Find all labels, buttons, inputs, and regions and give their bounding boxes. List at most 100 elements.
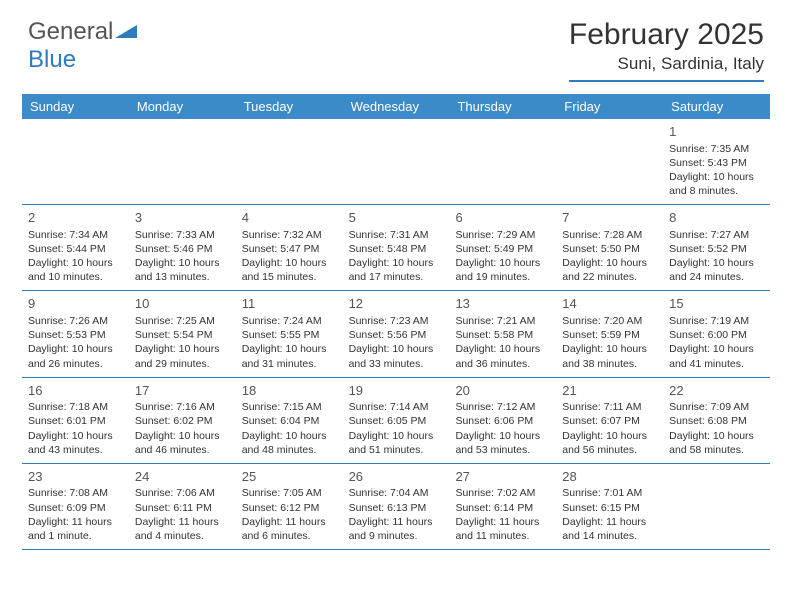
- daylight-text: Daylight: 11 hours and 14 minutes.: [562, 515, 657, 543]
- calendar-day: 24Sunrise: 7:06 AMSunset: 6:11 PMDayligh…: [129, 464, 236, 549]
- day-number: 23: [28, 468, 123, 486]
- sunset-text: Sunset: 6:13 PM: [349, 501, 444, 515]
- sunrise-text: Sunrise: 7:15 AM: [242, 400, 337, 414]
- daylight-text: Daylight: 10 hours and 43 minutes.: [28, 429, 123, 457]
- daylight-text: Daylight: 10 hours and 26 minutes.: [28, 342, 123, 370]
- sunset-text: Sunset: 5:46 PM: [135, 242, 230, 256]
- daylight-text: Daylight: 10 hours and 41 minutes.: [669, 342, 764, 370]
- sunrise-text: Sunrise: 7:35 AM: [669, 142, 764, 156]
- sunset-text: Sunset: 5:55 PM: [242, 328, 337, 342]
- day-number: 11: [242, 295, 337, 313]
- calendar: Sunday Monday Tuesday Wednesday Thursday…: [22, 94, 770, 550]
- calendar-day: 2Sunrise: 7:34 AMSunset: 5:44 PMDaylight…: [22, 205, 129, 290]
- sunset-text: Sunset: 5:52 PM: [669, 242, 764, 256]
- sunrise-text: Sunrise: 7:02 AM: [455, 486, 550, 500]
- sunset-text: Sunset: 5:53 PM: [28, 328, 123, 342]
- sunrise-text: Sunrise: 7:01 AM: [562, 486, 657, 500]
- sunrise-text: Sunrise: 7:11 AM: [562, 400, 657, 414]
- daylight-text: Daylight: 10 hours and 33 minutes.: [349, 342, 444, 370]
- day-header-monday: Monday: [129, 94, 236, 119]
- day-header-friday: Friday: [556, 94, 663, 119]
- daylight-text: Daylight: 10 hours and 31 minutes.: [242, 342, 337, 370]
- sunrise-text: Sunrise: 7:18 AM: [28, 400, 123, 414]
- header: General February 2025 Suni, Sardinia, It…: [0, 0, 792, 86]
- day-number: 22: [669, 382, 764, 400]
- calendar-day: 3Sunrise: 7:33 AMSunset: 5:46 PMDaylight…: [129, 205, 236, 290]
- daylight-text: Daylight: 10 hours and 51 minutes.: [349, 429, 444, 457]
- calendar-day: 16Sunrise: 7:18 AMSunset: 6:01 PMDayligh…: [22, 378, 129, 463]
- daylight-text: Daylight: 10 hours and 53 minutes.: [455, 429, 550, 457]
- daylight-text: Daylight: 10 hours and 24 minutes.: [669, 256, 764, 284]
- sunset-text: Sunset: 6:06 PM: [455, 414, 550, 428]
- day-number: 24: [135, 468, 230, 486]
- calendar-day: 14Sunrise: 7:20 AMSunset: 5:59 PMDayligh…: [556, 291, 663, 376]
- sunrise-text: Sunrise: 7:28 AM: [562, 228, 657, 242]
- sunset-text: Sunset: 6:15 PM: [562, 501, 657, 515]
- calendar-day: 5Sunrise: 7:31 AMSunset: 5:48 PMDaylight…: [343, 205, 450, 290]
- calendar-empty: [663, 464, 770, 549]
- calendar-empty: [22, 119, 129, 204]
- sunset-text: Sunset: 6:08 PM: [669, 414, 764, 428]
- day-header-wednesday: Wednesday: [343, 94, 450, 119]
- sunrise-text: Sunrise: 7:08 AM: [28, 486, 123, 500]
- calendar-day: 4Sunrise: 7:32 AMSunset: 5:47 PMDaylight…: [236, 205, 343, 290]
- day-number: 8: [669, 209, 764, 227]
- day-number: 16: [28, 382, 123, 400]
- day-number: 10: [135, 295, 230, 313]
- sunset-text: Sunset: 6:12 PM: [242, 501, 337, 515]
- daylight-text: Daylight: 10 hours and 15 minutes.: [242, 256, 337, 284]
- calendar-day: 9Sunrise: 7:26 AMSunset: 5:53 PMDaylight…: [22, 291, 129, 376]
- calendar-day: 12Sunrise: 7:23 AMSunset: 5:56 PMDayligh…: [343, 291, 450, 376]
- sunrise-text: Sunrise: 7:26 AM: [28, 314, 123, 328]
- calendar-day: 27Sunrise: 7:02 AMSunset: 6:14 PMDayligh…: [449, 464, 556, 549]
- day-number: 26: [349, 468, 444, 486]
- sunset-text: Sunset: 6:00 PM: [669, 328, 764, 342]
- daylight-text: Daylight: 11 hours and 11 minutes.: [455, 515, 550, 543]
- daylight-text: Daylight: 10 hours and 46 minutes.: [135, 429, 230, 457]
- calendar-day: 25Sunrise: 7:05 AMSunset: 6:12 PMDayligh…: [236, 464, 343, 549]
- calendar-day: 13Sunrise: 7:21 AMSunset: 5:58 PMDayligh…: [449, 291, 556, 376]
- calendar-day: 18Sunrise: 7:15 AMSunset: 6:04 PMDayligh…: [236, 378, 343, 463]
- sunrise-text: Sunrise: 7:14 AM: [349, 400, 444, 414]
- day-header-tuesday: Tuesday: [236, 94, 343, 119]
- daylight-text: Daylight: 10 hours and 38 minutes.: [562, 342, 657, 370]
- sunset-text: Sunset: 6:01 PM: [28, 414, 123, 428]
- day-number: 9: [28, 295, 123, 313]
- day-number: 6: [455, 209, 550, 227]
- day-number: 4: [242, 209, 337, 227]
- sunrise-text: Sunrise: 7:04 AM: [349, 486, 444, 500]
- sunrise-text: Sunrise: 7:05 AM: [242, 486, 337, 500]
- calendar-day: 11Sunrise: 7:24 AMSunset: 5:55 PMDayligh…: [236, 291, 343, 376]
- day-number: 15: [669, 295, 764, 313]
- sunset-text: Sunset: 5:44 PM: [28, 242, 123, 256]
- calendar-empty: [129, 119, 236, 204]
- sunrise-text: Sunrise: 7:29 AM: [455, 228, 550, 242]
- calendar-day: 1Sunrise: 7:35 AMSunset: 5:43 PMDaylight…: [663, 119, 770, 204]
- sunset-text: Sunset: 5:50 PM: [562, 242, 657, 256]
- calendar-week: 1Sunrise: 7:35 AMSunset: 5:43 PMDaylight…: [22, 119, 770, 205]
- sunset-text: Sunset: 6:02 PM: [135, 414, 230, 428]
- daylight-text: Daylight: 11 hours and 4 minutes.: [135, 515, 230, 543]
- sunset-text: Sunset: 6:07 PM: [562, 414, 657, 428]
- sunset-text: Sunset: 6:14 PM: [455, 501, 550, 515]
- day-number: 17: [135, 382, 230, 400]
- daylight-text: Daylight: 11 hours and 1 minute.: [28, 515, 123, 543]
- calendar-day: 8Sunrise: 7:27 AMSunset: 5:52 PMDaylight…: [663, 205, 770, 290]
- daylight-text: Daylight: 10 hours and 8 minutes.: [669, 170, 764, 198]
- daylight-text: Daylight: 10 hours and 22 minutes.: [562, 256, 657, 284]
- sunset-text: Sunset: 5:59 PM: [562, 328, 657, 342]
- daylight-text: Daylight: 10 hours and 29 minutes.: [135, 342, 230, 370]
- sunrise-text: Sunrise: 7:12 AM: [455, 400, 550, 414]
- sunrise-text: Sunrise: 7:23 AM: [349, 314, 444, 328]
- daylight-text: Daylight: 10 hours and 10 minutes.: [28, 256, 123, 284]
- calendar-empty: [236, 119, 343, 204]
- sunrise-text: Sunrise: 7:19 AM: [669, 314, 764, 328]
- calendar-day: 23Sunrise: 7:08 AMSunset: 6:09 PMDayligh…: [22, 464, 129, 549]
- sunrise-text: Sunrise: 7:34 AM: [28, 228, 123, 242]
- sunset-text: Sunset: 6:05 PM: [349, 414, 444, 428]
- daylight-text: Daylight: 10 hours and 13 minutes.: [135, 256, 230, 284]
- day-number: 25: [242, 468, 337, 486]
- daylight-text: Daylight: 10 hours and 58 minutes.: [669, 429, 764, 457]
- sunrise-text: Sunrise: 7:21 AM: [455, 314, 550, 328]
- location: Suni, Sardinia, Italy: [569, 54, 764, 82]
